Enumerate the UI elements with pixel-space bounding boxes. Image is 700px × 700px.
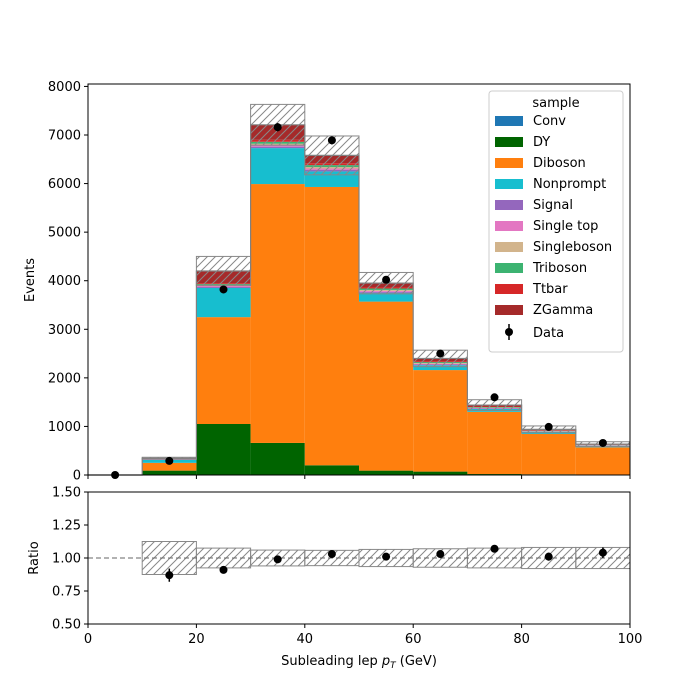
bar-nonprompt xyxy=(250,148,305,185)
legend-label: Triboson xyxy=(532,261,587,276)
y-tick-label: 4000 xyxy=(48,274,81,289)
legend-label: Nonprompt xyxy=(533,177,606,192)
ratio-y-ticks: 0.50 0.75 1.00 1.25 1.50 xyxy=(52,486,88,633)
y-tick-label: 5000 xyxy=(48,226,81,241)
data-point xyxy=(165,456,174,465)
legend-label: Ttbar xyxy=(532,282,568,297)
legend-swatch xyxy=(495,116,523,126)
bar-nonprompt xyxy=(413,365,468,371)
main-y-ticks: 0 1000 2000 3000 4000 5000 6000 7000 8000 xyxy=(48,80,88,484)
data-point xyxy=(490,393,499,402)
bar-diboson xyxy=(142,462,197,471)
legend-swatch xyxy=(495,179,523,189)
data-point xyxy=(219,285,228,294)
legend-swatch xyxy=(495,305,523,315)
data-points xyxy=(111,123,607,479)
bar-dy xyxy=(196,424,251,475)
legend-label: ZGamma xyxy=(533,303,593,318)
y-tick-label: 3000 xyxy=(48,323,81,338)
main-panel: 0 1000 2000 3000 4000 5000 6000 7000 8000 Events… xyxy=(23,80,631,484)
x-tick-label: 20 xyxy=(188,632,205,647)
stack-outline-step xyxy=(88,124,630,476)
bar-diboson xyxy=(196,317,251,424)
legend-label: Data xyxy=(533,326,564,341)
ratio-point xyxy=(490,544,499,553)
legend-swatch xyxy=(495,221,523,231)
y-tick-label: 2000 xyxy=(48,371,81,386)
ratio-point xyxy=(598,548,607,557)
bar-diboson xyxy=(304,186,359,466)
legend-swatch xyxy=(495,242,523,252)
legend-label: Single top xyxy=(533,219,598,234)
x-axis-label: Subleading lep pT (GeV) xyxy=(281,654,437,671)
main-y-axis-label: Events xyxy=(23,258,38,302)
legend: sample Conv DY Diboson Nonprompt Signal Single… xyxy=(488,90,624,353)
bar-dy xyxy=(250,442,305,475)
bar-single-top xyxy=(250,145,305,147)
x-tick-label: 100 xyxy=(618,632,643,647)
bar-diboson xyxy=(359,301,414,471)
ratio-point xyxy=(165,571,174,580)
y-tick-label: 1000 xyxy=(48,420,81,435)
data-point xyxy=(598,438,607,447)
bar-signal xyxy=(250,146,305,149)
ratio-point xyxy=(544,552,553,561)
bar-diboson xyxy=(521,433,576,475)
ratio-points xyxy=(165,544,607,582)
data-point xyxy=(327,136,336,145)
main-plot-frame xyxy=(87,83,631,476)
ratio-point xyxy=(219,565,228,574)
legend-label: Conv xyxy=(533,114,566,129)
ratio-y-axis-label: Ratio xyxy=(27,541,42,574)
stacked-histogram xyxy=(142,124,630,475)
ratio-point xyxy=(382,552,391,561)
legend-swatch xyxy=(495,200,523,210)
ratio-x-ticks: 0 20 40 60 80 100 xyxy=(84,624,643,647)
bar-nonprompt xyxy=(359,292,414,302)
data-point xyxy=(436,349,445,358)
y-tick-label: 8000 xyxy=(48,80,81,95)
ratio-point xyxy=(436,550,445,559)
legend-swatch xyxy=(495,284,523,294)
x-tick-label: 60 xyxy=(405,632,422,647)
data-point xyxy=(382,275,391,284)
bar-dy xyxy=(359,470,414,475)
legend-data-marker xyxy=(505,328,513,336)
y-tick-label: 6000 xyxy=(48,177,81,192)
y-tick-label: 0.50 xyxy=(52,618,81,633)
legend-label: Singleboson xyxy=(533,240,612,255)
bar-diboson xyxy=(467,411,522,475)
y-tick-label: 1.25 xyxy=(52,519,81,534)
stack-outline xyxy=(88,124,630,476)
bar-diboson xyxy=(575,447,630,475)
y-tick-label: 1.50 xyxy=(52,486,81,501)
x-tick-label: 80 xyxy=(513,632,530,647)
bar-diboson xyxy=(413,370,468,472)
main-x-ticks xyxy=(87,475,631,479)
bar-diboson xyxy=(250,184,305,443)
ratio-point xyxy=(327,550,336,559)
legend-swatch xyxy=(495,263,523,273)
ratio-point xyxy=(273,555,282,564)
y-tick-label: 1.00 xyxy=(52,552,81,567)
y-tick-label: 7000 xyxy=(48,129,81,144)
x-tick-label: 0 xyxy=(84,632,92,647)
bar-dy xyxy=(142,470,197,475)
bar-dy xyxy=(304,465,359,475)
y-tick-label: 0 xyxy=(73,469,81,484)
legend-swatch xyxy=(495,137,523,147)
bar-dy xyxy=(413,471,468,475)
legend-title: sample xyxy=(532,96,579,111)
data-point xyxy=(273,123,282,132)
legend-label: Signal xyxy=(533,198,573,213)
legend-swatch xyxy=(495,158,523,168)
data-point xyxy=(544,422,553,431)
legend-label: Diboson xyxy=(533,156,586,171)
legend-label: DY xyxy=(533,135,550,150)
x-tick-label: 40 xyxy=(297,632,314,647)
ratio-panel: 0.500.751.001.251.50 0 20 40 60 80 100 Ratio … xyxy=(27,486,642,672)
y-tick-label: 0.75 xyxy=(52,585,81,600)
